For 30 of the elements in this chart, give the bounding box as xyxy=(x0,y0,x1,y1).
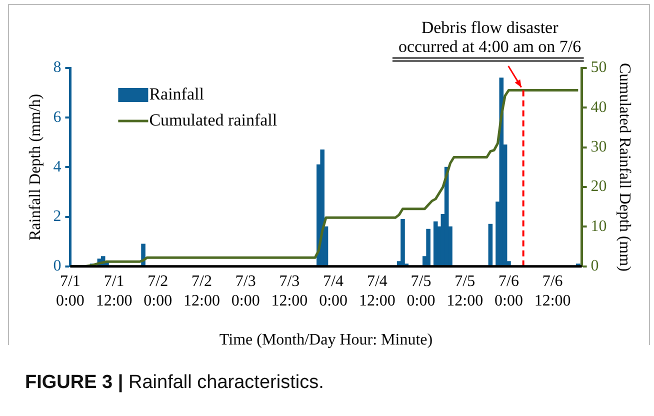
y2-tick-label: 10 xyxy=(590,218,607,235)
x-tick-label: 7/1 0:00 xyxy=(56,273,84,310)
x-tick-label: 7/2 0:00 xyxy=(144,273,172,310)
x-tick-label: 7/5 12:00 xyxy=(446,273,484,310)
y-tick-label: 6 xyxy=(53,108,62,126)
x-tick-label: 7/2 12:00 xyxy=(184,273,220,310)
y2-tick-label: 50 xyxy=(590,59,607,76)
annotation: Debris flow disaster occurred at 4:00 am on 7/6 xyxy=(398,18,582,56)
legend-label: Cumulated rainfall xyxy=(149,110,278,130)
x-axis-title: Time (Month/Day Hour: Minute) xyxy=(219,332,433,349)
y2-tick-label: 20 xyxy=(590,178,607,196)
y2-tick-label: 0 xyxy=(590,258,599,275)
y2-tick-label: 40 xyxy=(590,98,607,116)
legend-label: Rainfall xyxy=(149,84,204,104)
caption: FIGURE 3 | Rainfall characteristics. xyxy=(25,372,324,394)
x-tick-label: 7/1 12:00 xyxy=(96,273,132,310)
x-tick-label: 7/3 12:00 xyxy=(271,273,308,310)
x-tick-label: 7/6 12:00 xyxy=(534,273,571,310)
y2-tick-label: 30 xyxy=(590,138,607,156)
y-tick-label: 2 xyxy=(53,208,62,226)
x-tick-label: 7/4 0:00 xyxy=(319,273,348,310)
y2-axis-title: Cumulated Rainfall Depth (mm) xyxy=(616,62,634,272)
y-axis-title: Rainfall Depth (mm/h) xyxy=(26,94,44,241)
x-tick-label: 7/4 12:00 xyxy=(358,273,396,310)
x-tick-label: 7/5 0:00 xyxy=(406,273,436,310)
y-tick-label: 8 xyxy=(53,59,62,76)
y-tick-label: 0 xyxy=(53,258,62,275)
x-tick-label: 7/3 0:00 xyxy=(231,273,260,310)
x-tick-label: 7/6 0:00 xyxy=(494,273,523,310)
y-tick-label: 4 xyxy=(53,158,62,176)
